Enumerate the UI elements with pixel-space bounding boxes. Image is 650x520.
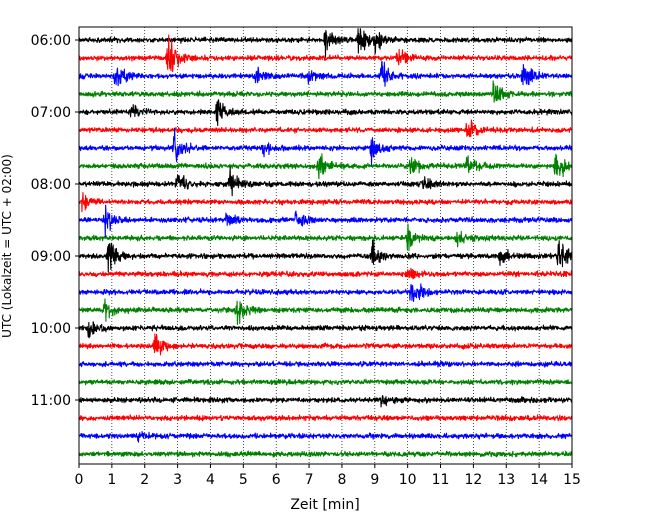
y-tick-label: 06:00: [31, 33, 71, 49]
x-tick-label: 4: [206, 472, 215, 488]
seismic-trace: [78, 166, 573, 197]
x-axis-label: Zeit [min]: [290, 497, 359, 513]
seismic-trace: [78, 61, 573, 87]
x-tick-label: 3: [173, 472, 182, 488]
x-tick-label: 1: [107, 472, 116, 488]
seismic-trace: [78, 99, 573, 126]
seismic-trace: [78, 153, 573, 180]
y-tick-label: 10:00: [31, 321, 71, 337]
y-tick-label: 09:00: [31, 249, 71, 265]
seismic-trace: [78, 450, 573, 458]
plot-frame: [78, 26, 573, 465]
x-tick-label: 14: [530, 472, 548, 488]
y-ticks: 06:00 07:00 08:00 09:00 10:00 11:00: [31, 33, 79, 409]
x-tick-label: 10: [399, 472, 417, 488]
seismic-trace: [78, 223, 573, 252]
seismic-trace: [78, 127, 573, 167]
x-tick-label: 9: [370, 472, 379, 488]
y-axis-label: UTC (Lokalzeit = UTC + 02:00): [0, 154, 14, 338]
x-tick-label: 5: [239, 472, 248, 488]
x-tick-label: 2: [140, 472, 149, 488]
x-tick-label: 12: [464, 472, 482, 488]
seismic-trace: [78, 191, 573, 213]
x-tick-label: 8: [337, 472, 346, 488]
seismic-trace: [78, 267, 573, 280]
seismic-trace: [78, 360, 573, 368]
x-tick-label: 6: [272, 472, 281, 488]
y-tick-label: 08:00: [31, 177, 71, 193]
seismic-trace: [78, 119, 573, 138]
y-tick-label: 11:00: [31, 393, 71, 409]
seismic-trace: [78, 34, 573, 73]
plot-background: [79, 27, 572, 464]
seismic-trace: [78, 204, 573, 238]
seismic-trace: [78, 431, 573, 443]
seismic-trace: [78, 298, 573, 326]
x-tick-label: 7: [305, 472, 314, 488]
seismic-trace: [78, 321, 573, 339]
seismic-trace: [78, 395, 573, 408]
x-tick-label: 15: [563, 472, 581, 488]
seismic-trace: [78, 283, 573, 302]
seismic-trace: [78, 414, 573, 422]
trace-group: [78, 28, 573, 458]
x-tick-label: 11: [432, 472, 450, 488]
grid-lines: [111, 27, 540, 464]
seismic-trace: [78, 239, 573, 273]
x-tick-label: 0: [75, 472, 84, 488]
y-tick-label: 07:00: [31, 105, 71, 121]
seismic-trace: [78, 378, 573, 386]
seismic-trace: [78, 80, 573, 103]
x-tick-label: 13: [497, 472, 515, 488]
seismic-trace: [78, 333, 573, 356]
x-ticks: 0 1 2 3 4 5 6 7 8 9 10 11 12 13 14 15: [75, 464, 581, 488]
